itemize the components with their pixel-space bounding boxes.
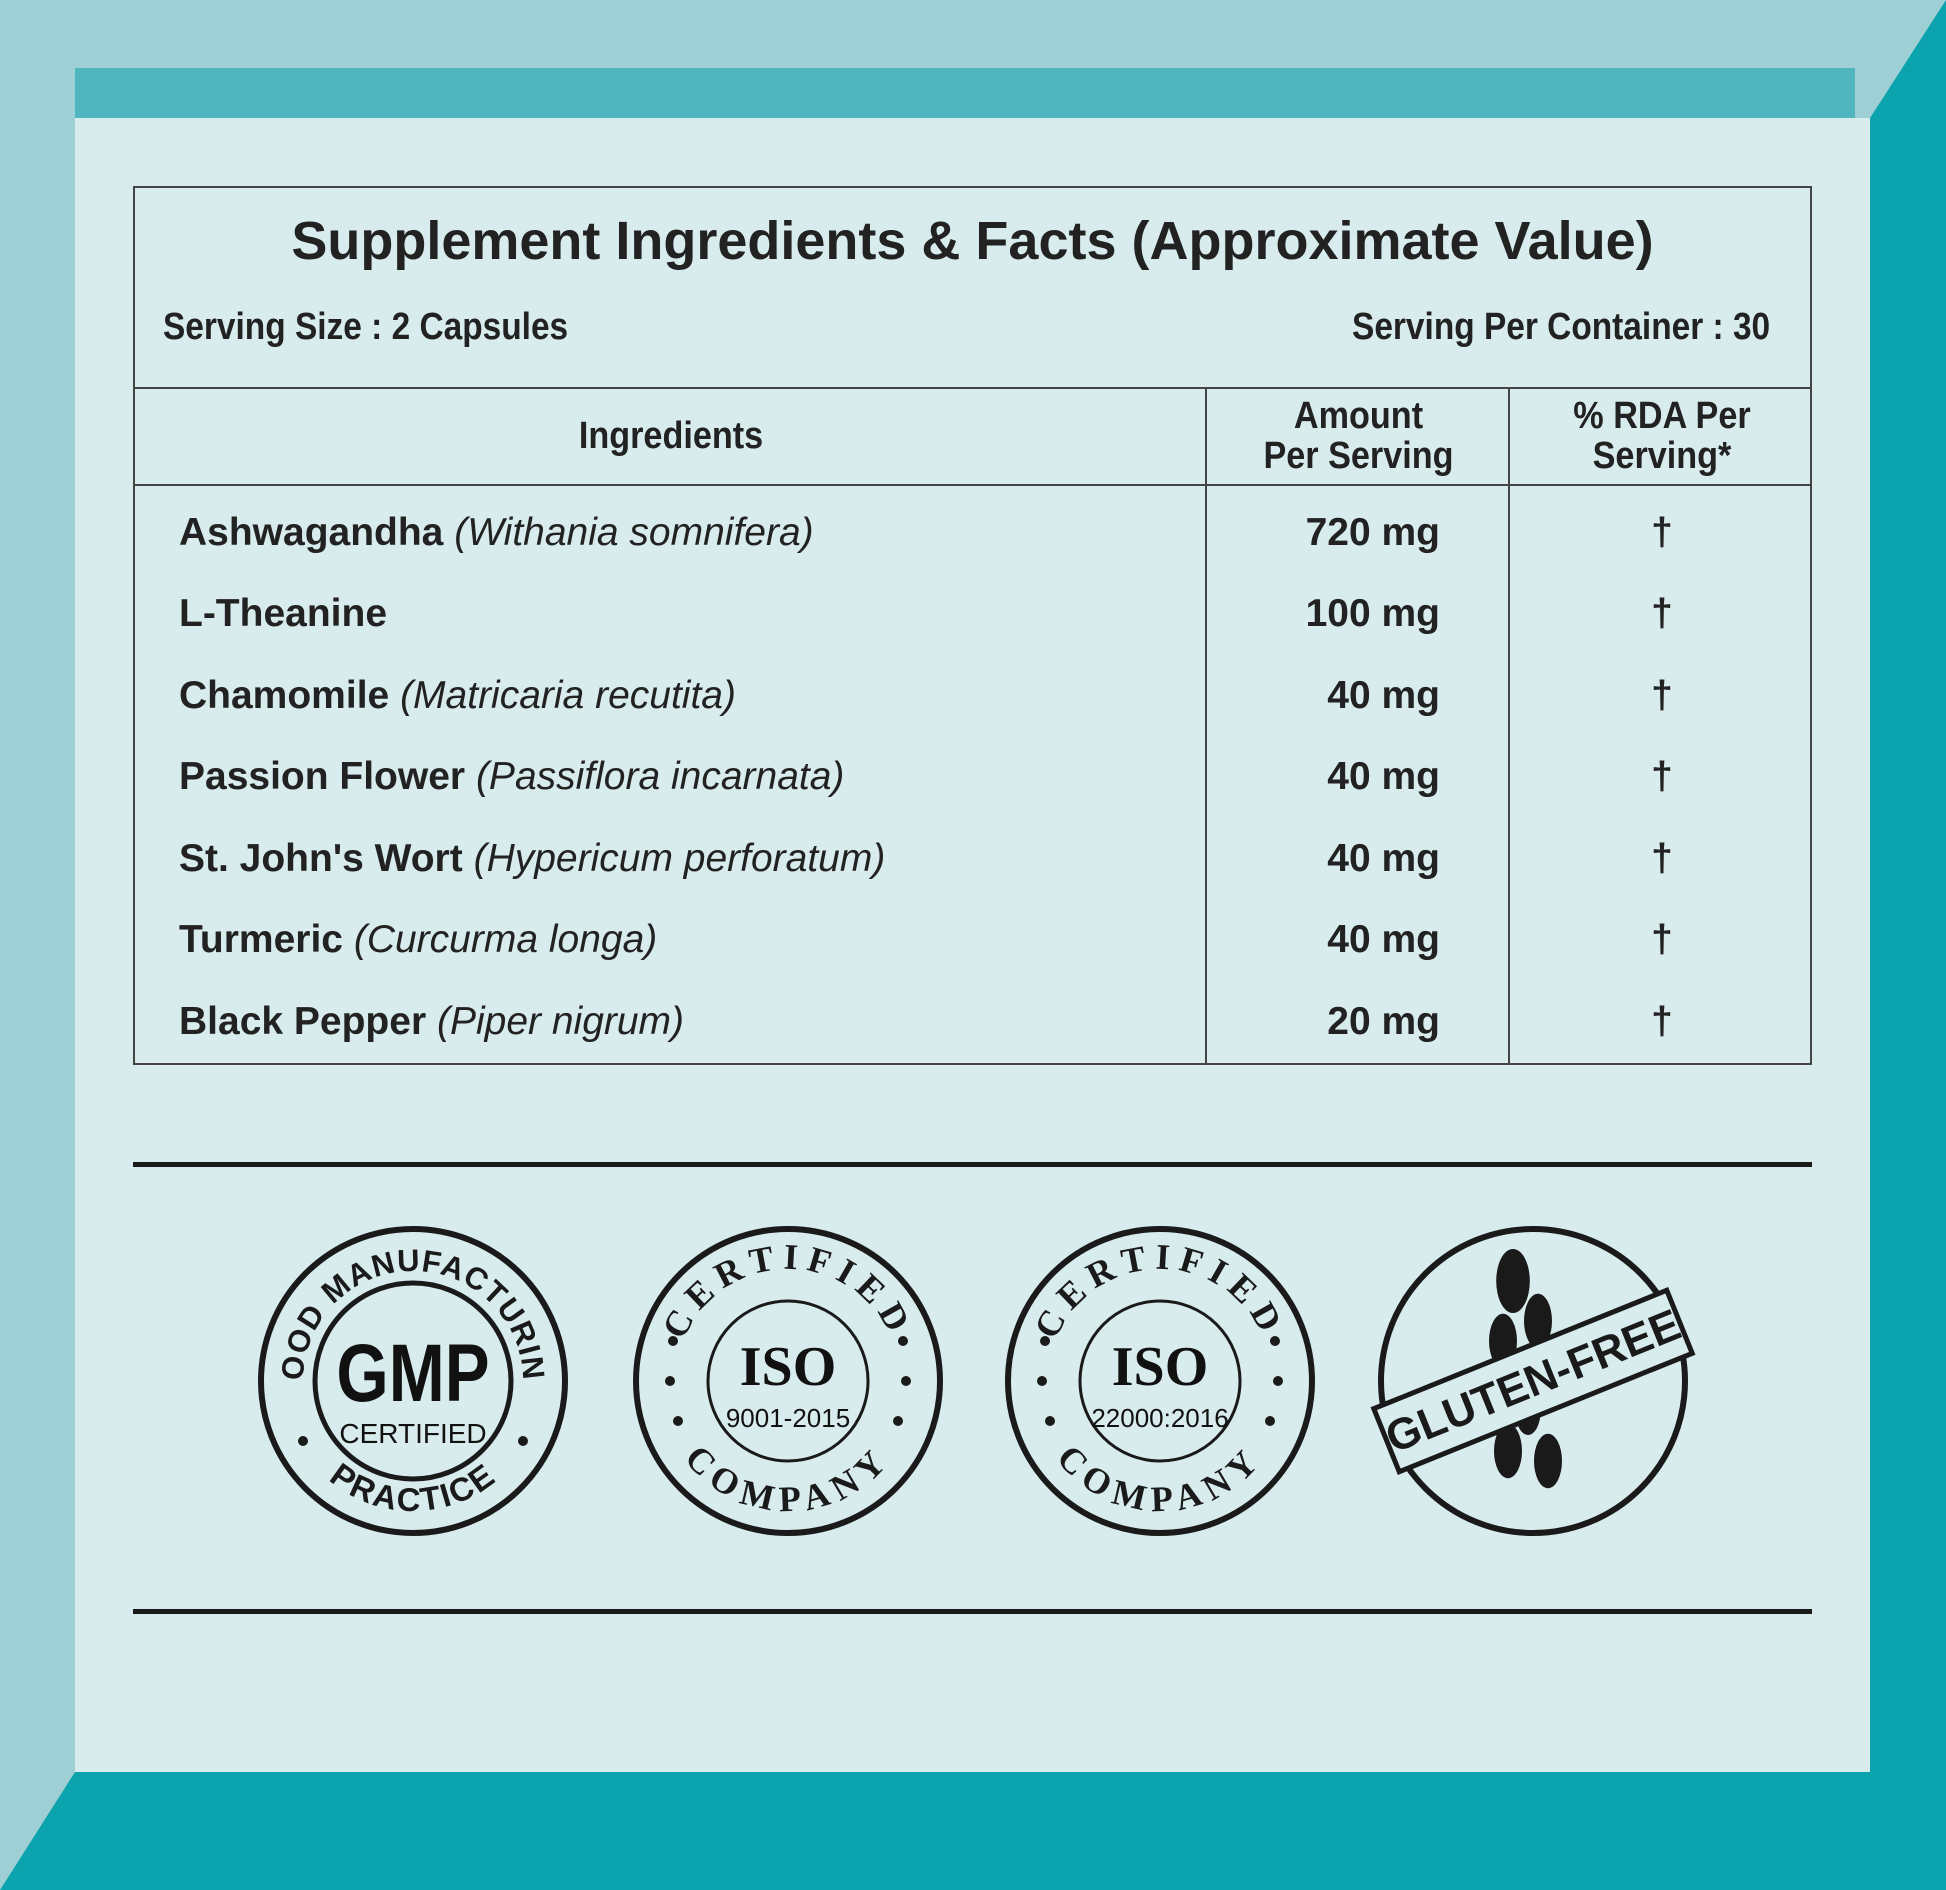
amount: 40 mg [1327, 836, 1440, 880]
header-line: Serving* [1592, 434, 1732, 477]
badge-inner [706, 1299, 870, 1463]
divider [135, 387, 1810, 389]
rda: † [1651, 755, 1673, 798]
badge-center: ISO [740, 1336, 837, 1398]
divider [135, 484, 1810, 486]
rda: † [1651, 673, 1673, 717]
ingredient-name: Chamomile [179, 673, 390, 717]
rda: † [1651, 510, 1673, 554]
ingredient: Chamomile (Matricaria recutita) [179, 674, 736, 718]
star [673, 1416, 683, 1426]
header-line: % RDA Per [1573, 394, 1751, 437]
divider [1508, 387, 1510, 1063]
badge-ring [1005, 1226, 1315, 1536]
panel [75, 118, 1870, 1772]
badge-center: GMP [336, 1327, 489, 1419]
badge-sub: 9001-2015 [726, 1403, 850, 1433]
column-header: Amount Per Serving [1222, 387, 1495, 484]
amount: 20 mg [1327, 999, 1440, 1043]
badge-sub: 22000:2016 [1091, 1403, 1228, 1433]
ingredient-name: Passion Flower [179, 755, 466, 798]
ingredient: Turmeric (Curcurma longa) [179, 918, 657, 962]
title: Supplement Ingredients & Facts (Approxim… [291, 211, 1654, 271]
ingredient-name: Ashwagandha [179, 510, 444, 554]
serving-size: Serving Size : 2 Capsules [163, 306, 569, 348]
badge-sub: CERTIFIED [339, 1418, 486, 1449]
latin-name: (Curcurma longa) [353, 918, 658, 961]
ingredient-name: Turmeric [179, 918, 343, 961]
column-header: Ingredients [189, 387, 1154, 484]
ingredient-name: L-Theanine [179, 592, 388, 635]
wheat-grain [1534, 1433, 1562, 1489]
frame-left [0, 0, 75, 1890]
amount: 40 mg [1327, 755, 1440, 798]
star [898, 1336, 908, 1346]
rda: † [1651, 918, 1673, 961]
latin-name: (Withania somnifera) [454, 510, 814, 554]
latin-name: (Hypericum perforatum) [473, 836, 886, 880]
amount: 40 mg [1327, 673, 1440, 717]
ingredient-name: Black Pepper [179, 999, 427, 1043]
rda: † [1651, 836, 1673, 880]
header-line: Per Serving [1263, 434, 1454, 477]
band [1370, 1287, 1696, 1475]
table-row: Chamomile (Matricaria recutita) 40 mg † [135, 655, 1810, 736]
rda: † [1651, 999, 1673, 1043]
ingredient: L-Theanine [179, 592, 387, 636]
latin-name: (Piper nigrum) [436, 999, 685, 1043]
star [518, 1436, 528, 1446]
amount: 100 mg [1305, 592, 1440, 635]
column-header: % RDA Per Serving* [1525, 387, 1799, 484]
header-line: Ingredients [578, 414, 764, 457]
wheat-grain [1496, 1249, 1530, 1313]
ingredient: Passion Flower (Passiflora incarnata) [179, 755, 844, 799]
ingredient: Black Pepper (Piper nigrum) [179, 1000, 684, 1044]
badge-center: ISO [1112, 1336, 1209, 1398]
rule [133, 1162, 1812, 1167]
star [1273, 1376, 1283, 1386]
ingredient: Ashwagandha (Withania somnifera) [179, 511, 814, 555]
star [1037, 1376, 1047, 1386]
frame-strip [75, 68, 1855, 118]
facts-table: Supplement Ingredients & Facts (Approxim… [133, 186, 1812, 1065]
header-line: Amount [1293, 394, 1424, 437]
ingredient-name: St. John's Wort [179, 836, 463, 880]
ingredient: St. John's Wort (Hypericum perforatum) [179, 837, 885, 881]
table-row: St. John's Wort (Hypericum perforatum) 40… [135, 818, 1810, 899]
star [1265, 1416, 1275, 1426]
table-row: Turmeric (Curcurma longa) 40 mg † [135, 900, 1810, 981]
badge-inner [1078, 1299, 1242, 1463]
star [298, 1436, 308, 1446]
servings-per-container: Serving Per Container : 30 [1351, 306, 1770, 348]
amount: 40 mg [1327, 918, 1440, 961]
star [668, 1336, 678, 1346]
table-row: Ashwagandha (Withania somnifera) 720 mg † [135, 492, 1810, 573]
divider [1205, 387, 1207, 1063]
rule [133, 1609, 1812, 1614]
star [901, 1376, 911, 1386]
table-row: Passion Flower (Passiflora incarnata) 40 … [135, 737, 1810, 818]
badge-ring [633, 1226, 943, 1536]
latin-name: (Passiflora incarnata) [475, 755, 845, 798]
table-row: L-Theanine 100 mg † [135, 574, 1810, 655]
star [1270, 1336, 1280, 1346]
badge-ring [258, 1226, 568, 1536]
latin-name: (Matricaria recutita) [400, 673, 736, 717]
amount: 720 mg [1305, 510, 1440, 554]
star [1045, 1416, 1055, 1426]
table-row: Black Pepper (Piper nigrum) 20 mg † [135, 981, 1810, 1062]
wheat-grain [1494, 1423, 1522, 1479]
badge-inner [312, 1280, 514, 1482]
star [665, 1376, 675, 1386]
star [893, 1416, 903, 1426]
badge-ring [1378, 1226, 1688, 1536]
rda: † [1651, 592, 1673, 635]
wheat-grain [1524, 1293, 1552, 1349]
star [1040, 1336, 1050, 1346]
